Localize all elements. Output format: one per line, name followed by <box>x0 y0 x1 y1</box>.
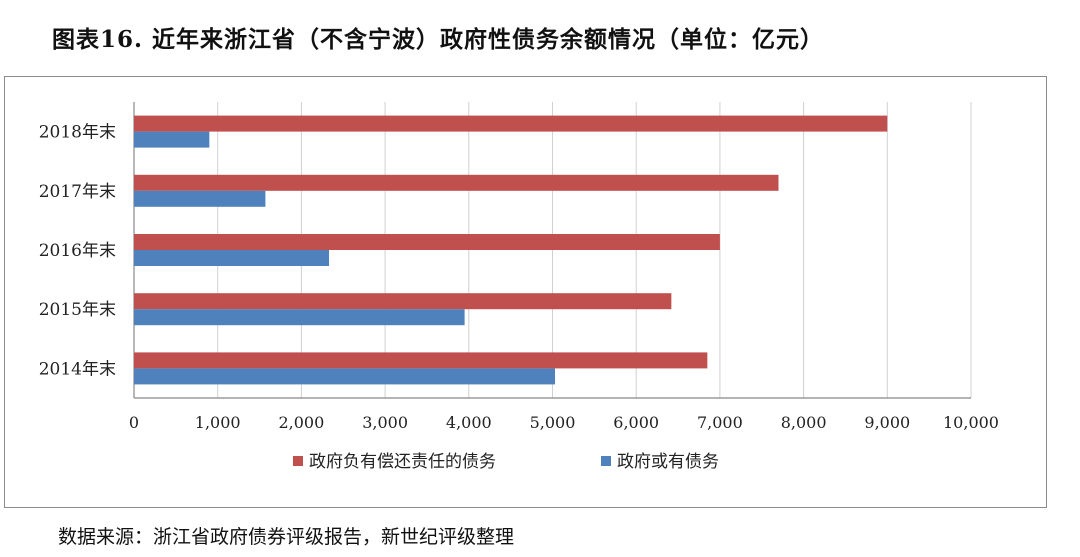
legend-label: 政府或有债务 <box>617 452 719 472</box>
category-label: 2018年末 <box>39 123 116 143</box>
bar-direct-debt <box>134 352 708 369</box>
x-tick-label: 10,000 <box>943 413 999 432</box>
bar-contingent-debt <box>134 309 465 326</box>
x-tick-label: 3,000 <box>362 413 408 432</box>
chart-title: 图表16. 近年来浙江省（不含宁波）政府性债务余额情况（单位：亿元） <box>52 26 825 53</box>
source-note: 数据来源：浙江省政府债券评级报告，新世纪评级整理 <box>58 526 515 548</box>
x-tick-label: 2,000 <box>278 413 324 432</box>
x-tick-label: 4,000 <box>446 413 492 432</box>
x-tick-label: 1,000 <box>195 413 241 432</box>
bar-contingent-debt <box>134 368 556 385</box>
legend-swatch <box>601 456 611 466</box>
chart-frame <box>4 76 1047 508</box>
category-label: 2015年末 <box>39 300 116 320</box>
x-tick-label: 8,000 <box>781 413 827 432</box>
legend-label: 政府负有偿还责任的债务 <box>309 452 496 472</box>
bar-direct-debt <box>134 293 672 310</box>
bar-contingent-debt <box>134 190 266 207</box>
category-label: 2016年末 <box>39 241 116 261</box>
bar-direct-debt <box>134 115 888 132</box>
x-tick-label: 0 <box>129 413 139 432</box>
x-tick-label: 6,000 <box>613 413 659 432</box>
bar-contingent-debt <box>134 131 210 148</box>
bar-direct-debt <box>134 234 720 250</box>
category-label: 2017年末 <box>39 182 116 202</box>
legend-swatch <box>293 456 303 466</box>
bar-direct-debt <box>134 174 779 191</box>
bar-contingent-debt <box>134 250 330 266</box>
x-tick-label: 9,000 <box>864 413 910 432</box>
category-label: 2014年末 <box>39 359 116 379</box>
x-tick-label: 7,000 <box>697 413 743 432</box>
x-tick-label: 5,000 <box>530 413 576 432</box>
